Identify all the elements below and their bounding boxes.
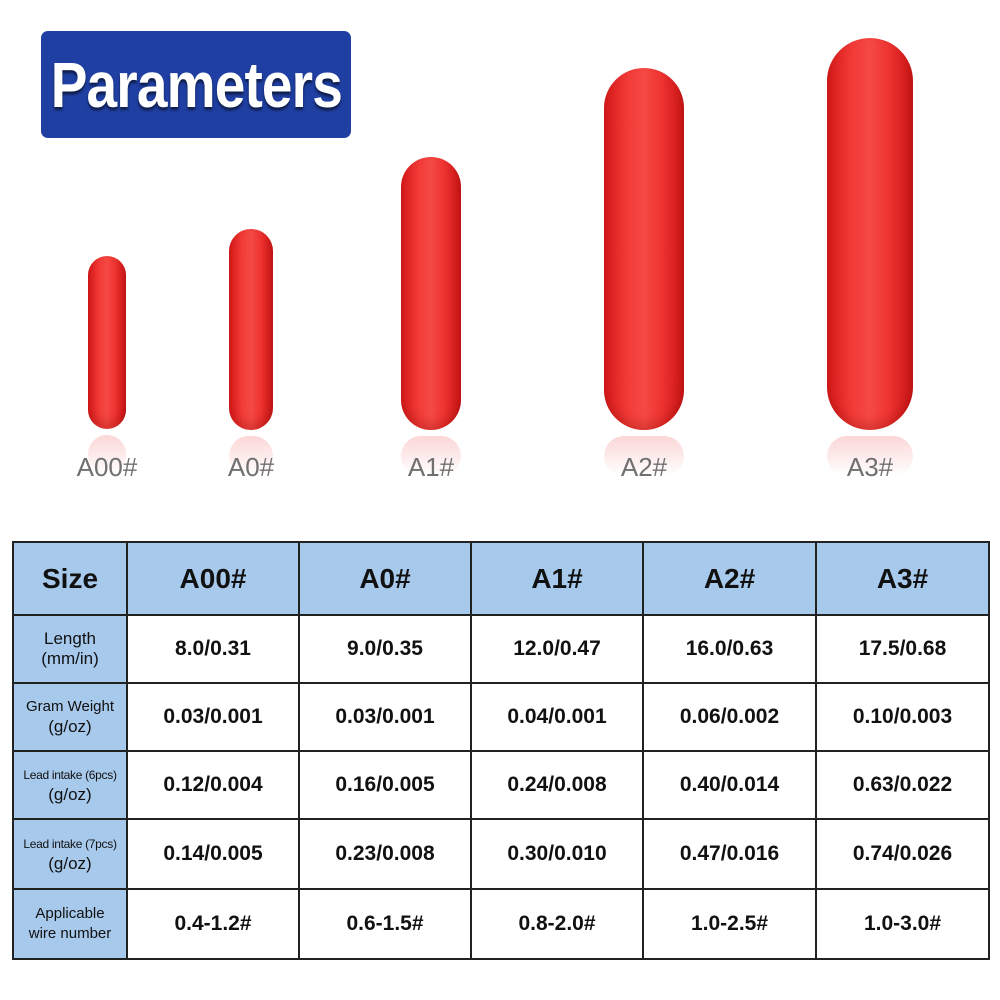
row-label-line1: Lead intake (7pcs) [23, 837, 117, 851]
row-label-line2: (g/oz) [48, 785, 92, 804]
table-cell: 0.63/0.022 [815, 750, 990, 820]
table-row-lead-intake-7: Lead intake (7pcs) (g/oz) 0.14/0.005 0.2… [12, 818, 990, 890]
table-row-gram-weight: Gram Weight (g/oz) 0.03/0.001 0.03/0.001… [12, 682, 990, 752]
row-label-lead-intake-7: Lead intake (7pcs) (g/oz) [12, 818, 128, 890]
row-label-line1: Gram Weight [25, 698, 115, 715]
stick-a00 [88, 256, 126, 475]
size-label-a1: A1# [407, 452, 455, 482]
header-cell-a2: A2# [642, 541, 817, 616]
row-label-line1: Applicable [35, 905, 105, 922]
row-label-gram-weight: Gram Weight (g/oz) [12, 682, 128, 752]
row-label-line1: Lead intake (6pcs) [23, 768, 117, 782]
stick-a0 [229, 229, 273, 476]
table-cell: 16.0/0.63 [642, 614, 817, 684]
row-label-lead-intake-6: Lead intake (6pcs) (g/oz) [12, 750, 128, 820]
stick-a2 [604, 68, 684, 476]
size-label-a3: A3# [846, 452, 894, 482]
stick-a1 [401, 157, 461, 476]
table-cell: 0.03/0.001 [298, 682, 472, 752]
table-row-length: Length (mm/in) 8.0/0.31 9.0/0.35 12.0/0.… [12, 614, 990, 684]
table-cell: 1.0-3.0# [815, 888, 990, 960]
row-label-length: Length (mm/in) [12, 614, 128, 684]
table-cell: 12.0/0.47 [470, 614, 644, 684]
table-cell: 0.4-1.2# [126, 888, 300, 960]
table-row-lead-intake-6: Lead intake (6pcs) (g/oz) 0.12/0.004 0.1… [12, 750, 990, 820]
table-cell: 0.06/0.002 [642, 682, 817, 752]
size-label-a0: A0# [227, 452, 275, 482]
table-cell: 0.30/0.010 [470, 818, 644, 890]
row-label-line2: (g/oz) [48, 717, 92, 736]
table-header-row: Size A00# A0# A1# A2# A3# [12, 541, 990, 616]
header-cell-a1: A1# [470, 541, 644, 616]
row-label-line2: wire number [28, 925, 112, 942]
size-label-a2: A2# [620, 452, 668, 482]
stick-a3 [827, 38, 913, 476]
table-cell: 0.14/0.005 [126, 818, 300, 890]
table-cell: 0.23/0.008 [298, 818, 472, 890]
row-label-line2: (mm/in) [41, 649, 99, 668]
row-label-line1: Length [44, 629, 96, 648]
table-cell: 8.0/0.31 [126, 614, 300, 684]
table-cell: 1.0-2.5# [642, 888, 817, 960]
table-cell: 17.5/0.68 [815, 614, 990, 684]
page-title: Parameters [50, 48, 342, 121]
header-cell-a0: A0# [298, 541, 472, 616]
table-cell: 0.10/0.003 [815, 682, 990, 752]
table-cell: 0.24/0.008 [470, 750, 644, 820]
header-cell-a00: A00# [126, 541, 300, 616]
table-cell: 0.03/0.001 [126, 682, 300, 752]
table-row-wire-number: Applicable wire number 0.4-1.2# 0.6-1.5#… [12, 888, 990, 960]
table-cell: 0.47/0.016 [642, 818, 817, 890]
table-cell: 0.40/0.014 [642, 750, 817, 820]
table-cell: 0.6-1.5# [298, 888, 472, 960]
title-badge: Parameters [41, 31, 351, 138]
row-label-line2: (g/oz) [48, 854, 92, 873]
row-label-wire-number: Applicable wire number [12, 888, 128, 960]
header-cell-size: Size [12, 541, 128, 616]
table-cell: 0.04/0.001 [470, 682, 644, 752]
table-cell: 9.0/0.35 [298, 614, 472, 684]
table-cell: 0.12/0.004 [126, 750, 300, 820]
spec-table: Size A00# A0# A1# A2# A3# Length (mm/in)… [12, 541, 990, 960]
table-cell: 0.74/0.026 [815, 818, 990, 890]
table-cell: 0.8-2.0# [470, 888, 644, 960]
header-cell-a3: A3# [815, 541, 990, 616]
table-cell: 0.16/0.005 [298, 750, 472, 820]
size-label-a00: A00# [76, 452, 138, 482]
